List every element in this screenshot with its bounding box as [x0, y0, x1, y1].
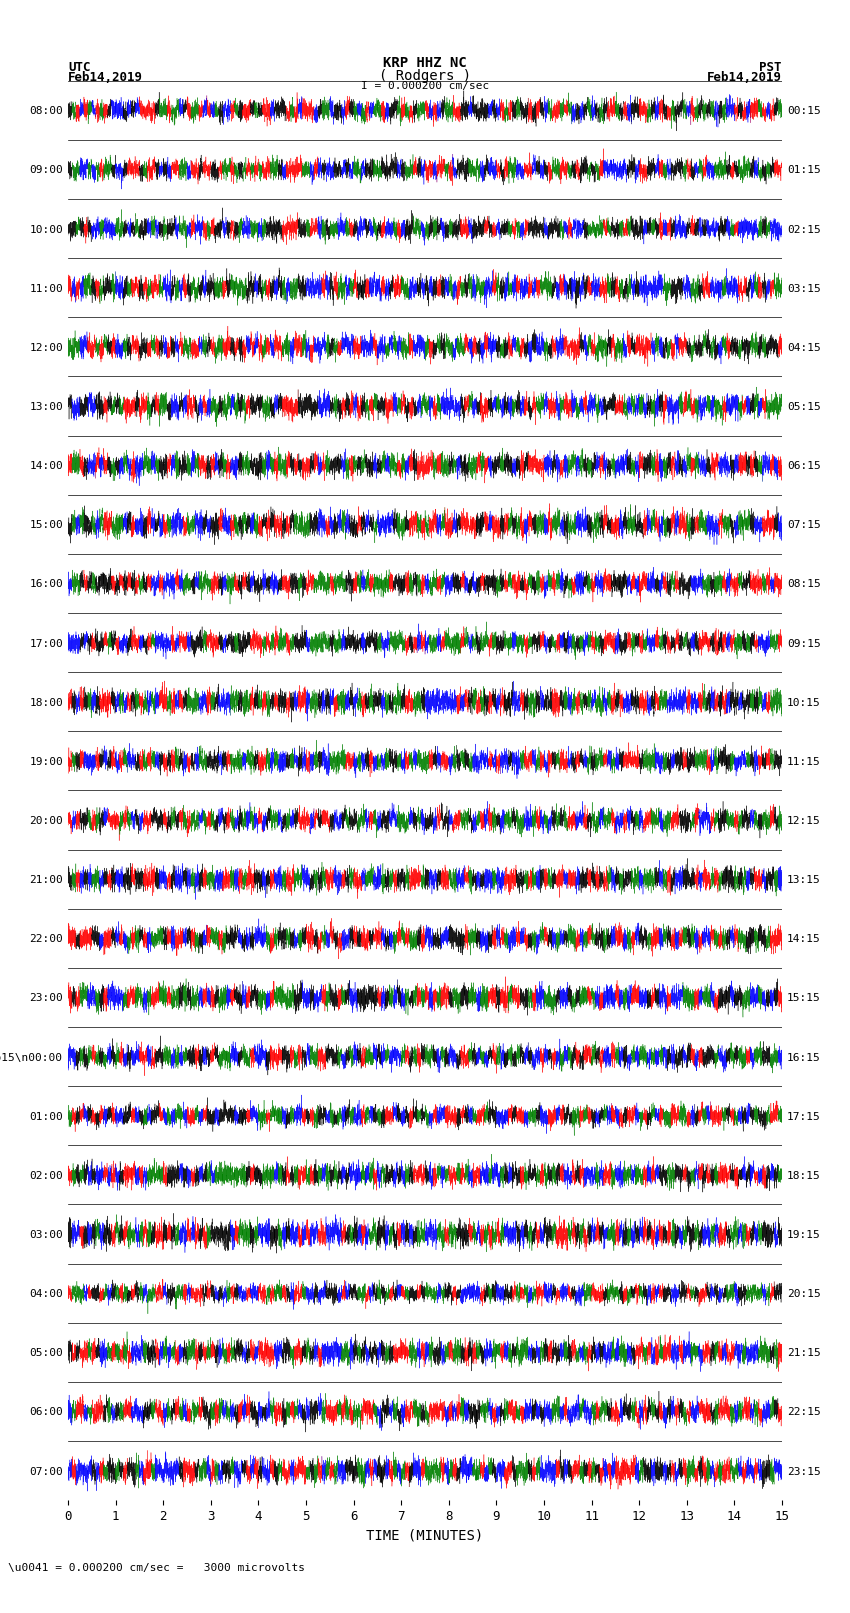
Text: PST: PST	[760, 61, 782, 74]
Text: UTC: UTC	[68, 61, 90, 74]
Text: \u0041 = 0.000200 cm/sec =   3000 microvolts: \u0041 = 0.000200 cm/sec = 3000 microvol…	[8, 1563, 305, 1573]
Text: KRP HHZ NC: KRP HHZ NC	[383, 56, 467, 71]
Text: ( Rodgers ): ( Rodgers )	[379, 69, 471, 84]
Text: Feb14,2019: Feb14,2019	[68, 71, 143, 84]
X-axis label: TIME (MINUTES): TIME (MINUTES)	[366, 1529, 484, 1542]
Text: Feb14,2019: Feb14,2019	[707, 71, 782, 84]
Text: I = 0.000200 cm/sec: I = 0.000200 cm/sec	[361, 81, 489, 90]
